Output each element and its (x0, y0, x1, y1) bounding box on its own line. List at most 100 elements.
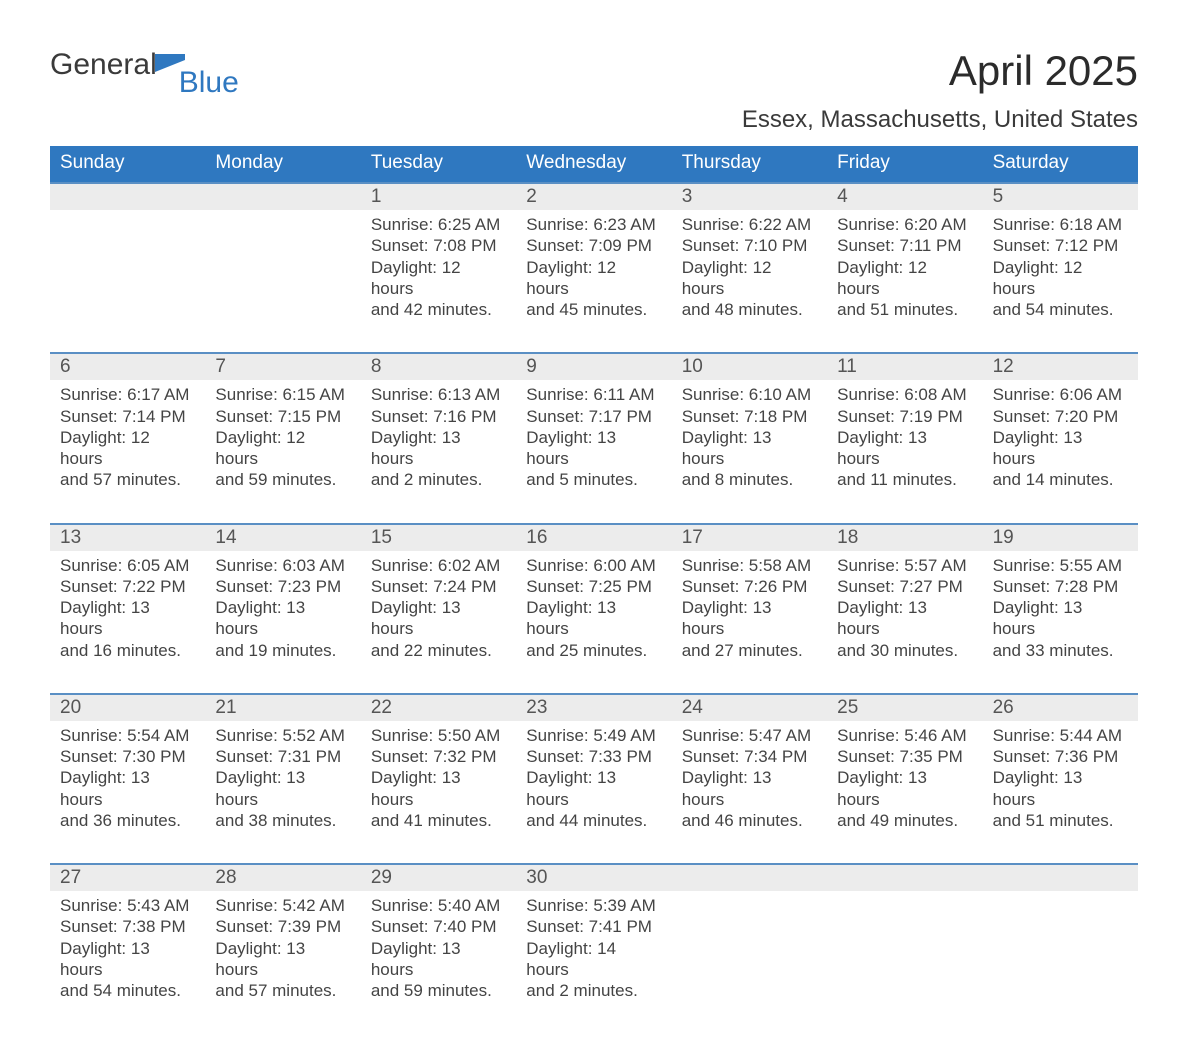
daylight-line: and 46 minutes. (682, 810, 817, 831)
daylight-line: Daylight: 12 hours (837, 257, 972, 300)
sunrise-line: Sunrise: 5:55 AM (993, 555, 1128, 576)
day-number: 28 (205, 865, 360, 891)
day-number: 4 (827, 184, 982, 210)
day-cell: Sunrise: 6:15 AMSunset: 7:15 PMDaylight:… (205, 380, 360, 508)
page-title: April 2025 (949, 50, 1138, 92)
sunset-line: Sunset: 7:24 PM (371, 576, 506, 597)
week-row: 27282930Sunrise: 5:43 AMSunset: 7:38 PMD… (50, 863, 1138, 1019)
daylight-line: Daylight: 13 hours (526, 597, 661, 640)
daylight-line: Daylight: 13 hours (371, 767, 506, 810)
sunrise-line: Sunrise: 6:25 AM (371, 214, 506, 235)
day-cell: Sunrise: 6:20 AMSunset: 7:11 PMDaylight:… (827, 210, 982, 338)
daylight-line: Daylight: 13 hours (837, 427, 972, 470)
sunrise-line: Sunrise: 5:43 AM (60, 895, 195, 916)
day-number: 18 (827, 525, 982, 551)
sunrise-line: Sunrise: 5:44 AM (993, 725, 1128, 746)
sunrise-line: Sunrise: 6:10 AM (682, 384, 817, 405)
dow-tuesday: Tuesday (361, 146, 516, 182)
daylight-line: and 59 minutes. (215, 469, 350, 490)
daylight-line: Daylight: 13 hours (371, 938, 506, 981)
daylight-line: and 51 minutes. (993, 810, 1128, 831)
sunset-line: Sunset: 7:40 PM (371, 916, 506, 937)
daylight-line: Daylight: 12 hours (993, 257, 1128, 300)
daylight-line: and 41 minutes. (371, 810, 506, 831)
sunset-line: Sunset: 7:28 PM (993, 576, 1128, 597)
daylight-line: Daylight: 13 hours (993, 427, 1128, 470)
daynum-band: 27282930 (50, 865, 1138, 891)
daynum-band: 13141516171819 (50, 525, 1138, 551)
daylight-line: and 48 minutes. (682, 299, 817, 320)
day-cell: Sunrise: 5:49 AMSunset: 7:33 PMDaylight:… (516, 721, 671, 849)
sunrise-line: Sunrise: 5:50 AM (371, 725, 506, 746)
daylight-line: and 57 minutes. (215, 980, 350, 1001)
sunrise-line: Sunrise: 5:57 AM (837, 555, 972, 576)
sunset-line: Sunset: 7:32 PM (371, 746, 506, 767)
sunrise-line: Sunrise: 6:20 AM (837, 214, 972, 235)
day-cell: Sunrise: 6:23 AMSunset: 7:09 PMDaylight:… (516, 210, 671, 338)
sunrise-line: Sunrise: 5:42 AM (215, 895, 350, 916)
daylight-line: Daylight: 13 hours (371, 597, 506, 640)
daylight-line: and 16 minutes. (60, 640, 195, 661)
day-cell: Sunrise: 5:58 AMSunset: 7:26 PMDaylight:… (672, 551, 827, 679)
day-cell: Sunrise: 5:44 AMSunset: 7:36 PMDaylight:… (983, 721, 1138, 849)
daylight-line: and 2 minutes. (526, 980, 661, 1001)
day-number: 17 (672, 525, 827, 551)
day-cell: Sunrise: 5:50 AMSunset: 7:32 PMDaylight:… (361, 721, 516, 849)
daylight-line: Daylight: 13 hours (371, 427, 506, 470)
sunset-line: Sunset: 7:25 PM (526, 576, 661, 597)
sunset-line: Sunset: 7:23 PM (215, 576, 350, 597)
daylight-line: Daylight: 13 hours (215, 938, 350, 981)
day-cell: Sunrise: 6:06 AMSunset: 7:20 PMDaylight:… (983, 380, 1138, 508)
calendar-page: General Blue April 2025 Essex, Massachus… (0, 0, 1188, 1059)
day-cell: Sunrise: 5:42 AMSunset: 7:39 PMDaylight:… (205, 891, 360, 1019)
sunset-line: Sunset: 7:16 PM (371, 406, 506, 427)
sunset-line: Sunset: 7:14 PM (60, 406, 195, 427)
sunset-line: Sunset: 7:41 PM (526, 916, 661, 937)
daylight-line: and 36 minutes. (60, 810, 195, 831)
sunset-line: Sunset: 7:08 PM (371, 235, 506, 256)
daynum-band: 20212223242526 (50, 695, 1138, 721)
day-number: 23 (516, 695, 671, 721)
day-cell: Sunrise: 5:47 AMSunset: 7:34 PMDaylight:… (672, 721, 827, 849)
sunset-line: Sunset: 7:26 PM (682, 576, 817, 597)
daylight-line: Daylight: 13 hours (60, 767, 195, 810)
daylight-line: Daylight: 13 hours (993, 767, 1128, 810)
calendar: SundayMondayTuesdayWednesdayThursdayFrid… (50, 146, 1138, 1019)
day-number (672, 865, 827, 891)
sunrise-line: Sunrise: 5:39 AM (526, 895, 661, 916)
daylight-line: and 33 minutes. (993, 640, 1128, 661)
day-cell: Sunrise: 6:22 AMSunset: 7:10 PMDaylight:… (672, 210, 827, 338)
day-of-week-header: SundayMondayTuesdayWednesdayThursdayFrid… (50, 146, 1138, 182)
day-number (983, 865, 1138, 891)
sunrise-line: Sunrise: 6:22 AM (682, 214, 817, 235)
daylight-line: Daylight: 13 hours (682, 427, 817, 470)
daylight-line: Daylight: 13 hours (526, 427, 661, 470)
daylight-line: Daylight: 13 hours (837, 597, 972, 640)
sunrise-line: Sunrise: 6:13 AM (371, 384, 506, 405)
day-cell: Sunrise: 5:54 AMSunset: 7:30 PMDaylight:… (50, 721, 205, 849)
daybody-row: Sunrise: 5:54 AMSunset: 7:30 PMDaylight:… (50, 721, 1138, 849)
day-cell: Sunrise: 6:13 AMSunset: 7:16 PMDaylight:… (361, 380, 516, 508)
week-row: 12345Sunrise: 6:25 AMSunset: 7:08 PMDayl… (50, 182, 1138, 338)
daybody-row: Sunrise: 5:43 AMSunset: 7:38 PMDaylight:… (50, 891, 1138, 1019)
day-number: 30 (516, 865, 671, 891)
day-number: 25 (827, 695, 982, 721)
daylight-line: Daylight: 12 hours (60, 427, 195, 470)
daylight-line: and 49 minutes. (837, 810, 972, 831)
daylight-line: and 59 minutes. (371, 980, 506, 1001)
sunset-line: Sunset: 7:34 PM (682, 746, 817, 767)
daylight-line: Daylight: 13 hours (682, 597, 817, 640)
sunset-line: Sunset: 7:20 PM (993, 406, 1128, 427)
sunrise-line: Sunrise: 5:47 AM (682, 725, 817, 746)
daylight-line: and 42 minutes. (371, 299, 506, 320)
day-cell: Sunrise: 6:05 AMSunset: 7:22 PMDaylight:… (50, 551, 205, 679)
day-cell: Sunrise: 6:18 AMSunset: 7:12 PMDaylight:… (983, 210, 1138, 338)
day-number: 14 (205, 525, 360, 551)
daylight-line: Daylight: 13 hours (215, 767, 350, 810)
day-cell: Sunrise: 6:11 AMSunset: 7:17 PMDaylight:… (516, 380, 671, 508)
day-number (827, 865, 982, 891)
sunset-line: Sunset: 7:12 PM (993, 235, 1128, 256)
day-number: 16 (516, 525, 671, 551)
daylight-line: and 44 minutes. (526, 810, 661, 831)
sunrise-line: Sunrise: 5:52 AM (215, 725, 350, 746)
